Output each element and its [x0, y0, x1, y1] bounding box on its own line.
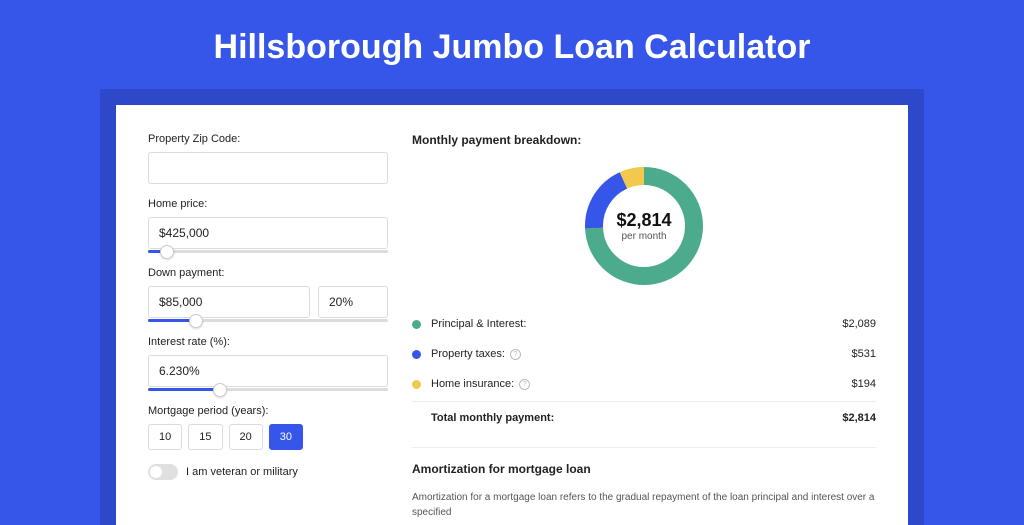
legend-value: $194	[852, 378, 876, 390]
breakdown-column: Monthly payment breakdown: $2,814 per mo…	[412, 133, 876, 525]
home-price-label: Home price:	[148, 198, 388, 210]
mortgage-period-label: Mortgage period (years):	[148, 405, 388, 417]
veteran-toggle[interactable]	[148, 464, 178, 480]
donut-center: $2,814 per month	[579, 161, 709, 291]
card-shadow-wrapper: Property Zip Code: Home price: Down paym…	[100, 89, 924, 525]
down-payment-amount-input[interactable]	[148, 286, 310, 318]
down-payment-group: Down payment:	[148, 267, 388, 322]
interest-rate-slider-fill	[148, 388, 220, 391]
legend-dot-icon	[412, 380, 421, 389]
period-option-20[interactable]: 20	[229, 424, 263, 450]
zip-input[interactable]	[148, 152, 388, 184]
zip-label: Property Zip Code:	[148, 133, 388, 145]
breakdown-legend: Principal & Interest: $2,089 Property taxe…	[412, 309, 876, 433]
period-option-30[interactable]: 30	[269, 424, 303, 450]
legend-label-text: Property taxes:	[431, 348, 505, 360]
home-price-input[interactable]	[148, 217, 388, 249]
legend-row: Property taxes:?$531	[412, 339, 876, 369]
legend-label: Principal & Interest:	[431, 318, 842, 330]
legend-label-text: Home insurance:	[431, 378, 514, 390]
calculator-card: Property Zip Code: Home price: Down paym…	[116, 105, 908, 525]
home-price-slider-thumb[interactable]	[160, 245, 174, 259]
legend-label: Home insurance:?	[431, 378, 852, 390]
down-payment-row	[148, 286, 388, 318]
amortization-title: Amortization for mortgage loan	[412, 462, 876, 476]
legend-value: $531	[852, 348, 876, 360]
interest-rate-slider-thumb[interactable]	[213, 383, 227, 397]
legend-row: Home insurance:?$194	[412, 369, 876, 399]
form-column: Property Zip Code: Home price: Down paym…	[148, 133, 388, 525]
legend-total-label: Total monthly payment:	[431, 412, 842, 424]
legend-label-text: Principal & Interest:	[431, 318, 526, 330]
zip-field-group: Property Zip Code:	[148, 133, 388, 184]
mortgage-period-group: Mortgage period (years): 1015 2030	[148, 405, 388, 450]
veteran-toggle-knob	[150, 466, 162, 478]
donut-center-sub: per month	[621, 231, 666, 242]
legend-total-value: $2,814	[842, 412, 876, 424]
down-payment-slider[interactable]	[148, 319, 388, 322]
donut-chart: $2,814 per month	[579, 161, 709, 291]
interest-rate-label: Interest rate (%):	[148, 336, 388, 348]
veteran-toggle-label: I am veteran or military	[186, 466, 298, 478]
amortization-section: Amortization for mortgage loan Amortizat…	[412, 447, 876, 520]
mortgage-period-options: 1015 2030	[148, 424, 388, 450]
legend-value: $2,089	[842, 318, 876, 330]
home-price-group: Home price:	[148, 198, 388, 253]
interest-rate-group: Interest rate (%):	[148, 336, 388, 391]
legend-row: Principal & Interest: $2,089	[412, 309, 876, 339]
donut-chart-wrapper: $2,814 per month	[412, 161, 876, 291]
down-payment-label: Down payment:	[148, 267, 388, 279]
veteran-toggle-row: I am veteran or military	[148, 464, 388, 480]
info-icon[interactable]: ?	[519, 379, 530, 390]
down-payment-slider-thumb[interactable]	[189, 314, 203, 328]
down-payment-percent-input[interactable]	[318, 286, 388, 318]
amortization-text: Amortization for a mortgage loan refers …	[412, 490, 876, 520]
breakdown-title: Monthly payment breakdown:	[412, 133, 876, 147]
donut-center-amount: $2,814	[616, 210, 671, 231]
home-price-slider[interactable]	[148, 250, 388, 253]
interest-rate-slider[interactable]	[148, 388, 388, 391]
period-option-10[interactable]: 10	[148, 424, 182, 450]
legend-dot-icon	[412, 320, 421, 329]
legend-label: Property taxes:?	[431, 348, 852, 360]
info-icon[interactable]: ?	[510, 349, 521, 360]
legend-total-row: Total monthly payment:$2,814	[412, 401, 876, 433]
interest-rate-input[interactable]	[148, 355, 388, 387]
page-title: Hillsborough Jumbo Loan Calculator	[0, 0, 1024, 89]
period-option-15[interactable]: 15	[188, 424, 222, 450]
legend-dot-icon	[412, 350, 421, 359]
